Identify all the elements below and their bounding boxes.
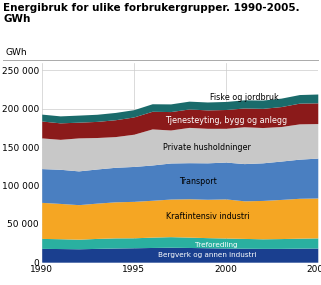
Text: Treforedling: Treforedling xyxy=(195,242,238,248)
Text: Bergverk og annen industri: Bergverk og annen industri xyxy=(158,252,256,258)
Text: Energibruk for ulike forbrukergrupper. 1990-2005.
GWh: Energibruk for ulike forbrukergrupper. 1… xyxy=(3,3,300,25)
Text: GWh: GWh xyxy=(6,48,28,57)
Text: Fiske og jordbruk: Fiske og jordbruk xyxy=(210,93,279,102)
Text: Transport: Transport xyxy=(179,177,217,186)
Text: Private husholdninger: Private husholdninger xyxy=(163,142,251,152)
Text: Tjenesteyting, bygg og anlegg: Tjenesteyting, bygg og anlegg xyxy=(165,116,287,125)
Text: Kraftintensiv industri: Kraftintensiv industri xyxy=(166,212,249,221)
